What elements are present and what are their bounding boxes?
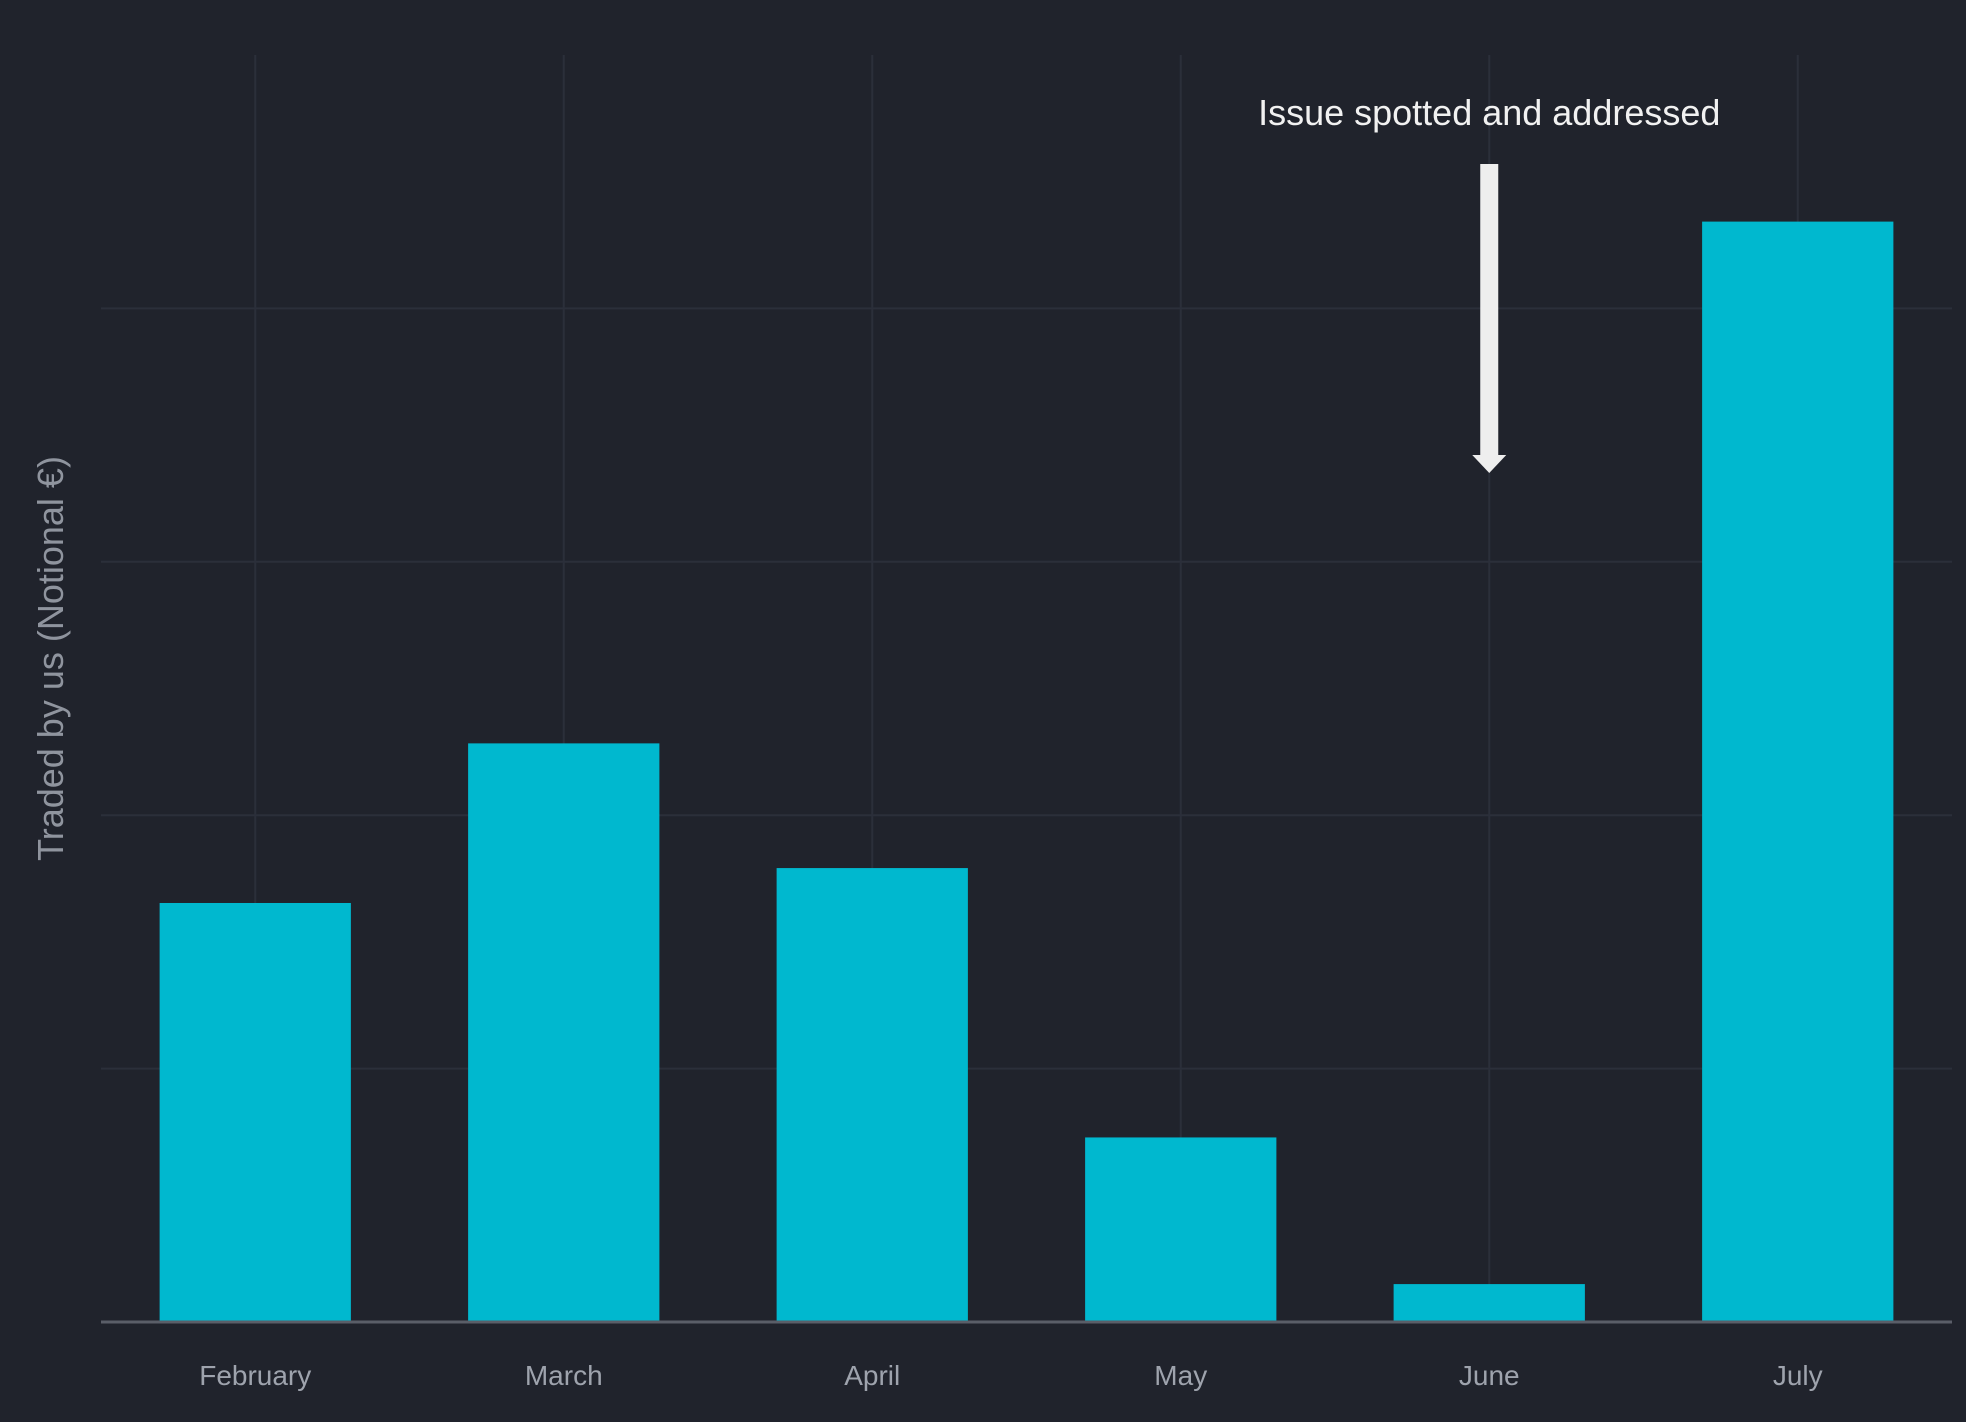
x-tick-label: May — [1154, 1360, 1207, 1391]
bar-june — [1393, 1284, 1585, 1322]
bar-may — [1085, 1137, 1277, 1322]
annotation: Issue spotted and addressed — [1258, 92, 1720, 473]
x-tick-label: February — [199, 1360, 311, 1391]
x-tick-label: April — [844, 1360, 900, 1391]
y-axis-title: Traded by us (Notional €) — [30, 456, 71, 861]
x-tick-labels: February March April May June July — [199, 1360, 1822, 1391]
annotation-text: Issue spotted and addressed — [1258, 92, 1720, 133]
bar-july — [1702, 221, 1894, 1323]
annotation-arrow-shaft — [1480, 164, 1499, 456]
x-tick-label: July — [1773, 1360, 1823, 1391]
grid-layer — [101, 55, 1952, 1322]
bar-april — [776, 868, 968, 1322]
x-tick-label: March — [525, 1360, 603, 1391]
bar-march — [468, 743, 660, 1322]
bar-layer — [159, 221, 1894, 1323]
x-tick-label: June — [1459, 1360, 1520, 1391]
bar-february — [159, 902, 351, 1322]
annotation-arrow-icon — [1472, 455, 1507, 473]
